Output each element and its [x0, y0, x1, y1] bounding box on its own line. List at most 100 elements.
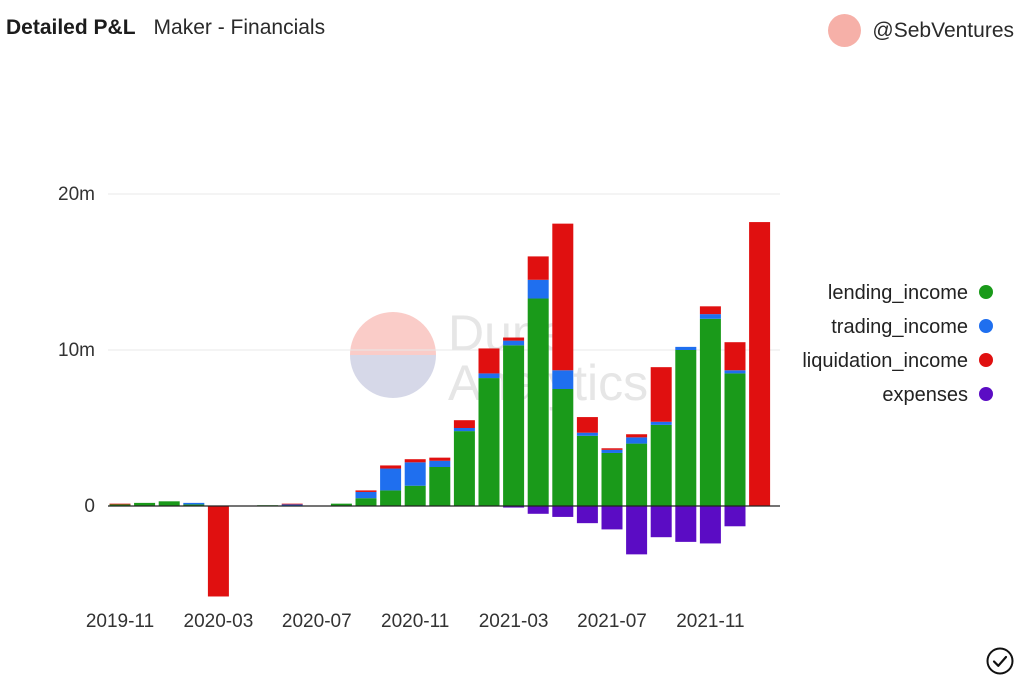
bar-segment-liquidation-income [527, 256, 549, 280]
x-tick-label: 2021-07 [577, 611, 647, 632]
bar-segment-liquidation-income [626, 434, 648, 438]
bar-segment-liquidation-income [207, 506, 229, 597]
bar-segment-liquidation-income [650, 367, 672, 422]
x-tick-label: 2020-03 [184, 611, 254, 632]
bar-segment-liquidation-income [355, 490, 377, 492]
x-tick-label: 2021-11 [676, 611, 744, 632]
bar-segment-lending-income [183, 504, 205, 506]
legend-item-lending-income[interactable]: lending_income [828, 282, 993, 304]
bar-segment-lending-income [699, 318, 721, 506]
bar-segment-trading-income [527, 279, 549, 299]
legend-swatch [979, 319, 993, 333]
bar-segment-lending-income [453, 431, 475, 506]
bar-segment-lending-income [478, 378, 500, 506]
bar-segment-lending-income [380, 490, 402, 506]
bar-segment-liquidation-income [404, 459, 426, 463]
legend-item-trading-income[interactable]: trading_income [831, 316, 993, 338]
bar-segment-lending-income [404, 485, 426, 506]
bar-segment-expenses [626, 506, 648, 555]
legend-swatch [979, 285, 993, 299]
legend-label: expenses [882, 384, 968, 406]
bar-segment-expenses [527, 506, 549, 514]
bar-segment-trading-income [380, 468, 402, 491]
bar-segment-liquidation-income [503, 337, 525, 341]
legend-item-expenses[interactable]: expenses [882, 384, 993, 406]
bar-segment-lending-income [330, 503, 352, 506]
y-tick-label: 10m [58, 340, 95, 361]
x-tick-label: 2021-03 [479, 611, 549, 632]
bars [109, 222, 771, 597]
legend-swatch [979, 387, 993, 401]
bar-segment-expenses [601, 506, 623, 530]
bar-segment-trading-income [724, 370, 746, 374]
bar-segment-lending-income [552, 389, 574, 506]
bar-segment-expenses [724, 506, 746, 527]
bar-segment-lending-income [650, 424, 672, 506]
bar-segment-trading-income [478, 373, 500, 379]
bar-segment-lending-income [109, 504, 131, 506]
watermark-logo-top [350, 312, 436, 355]
bar-segment-liquidation-income [601, 448, 623, 450]
bar-segment-lending-income [158, 501, 180, 506]
author-badge[interactable]: @SebVentures [828, 14, 1014, 47]
x-tick-label: 2019-11 [86, 611, 154, 632]
bar-segment-trading-income [552, 370, 574, 389]
bar-segment-liquidation-income [453, 420, 475, 428]
bar-segment-lending-income [527, 298, 549, 506]
bar-segment-liquidation-income [380, 465, 402, 469]
bar-segment-trading-income [650, 421, 672, 425]
chart-title: Detailed P&L [6, 16, 136, 39]
bar-segment-lending-income [429, 467, 451, 506]
bar-segment-liquidation-income [109, 503, 131, 505]
bar-segment-liquidation-income [429, 457, 451, 461]
bar-segment-liquidation-income [281, 503, 303, 505]
bar-segment-trading-income [429, 460, 451, 467]
bar-segment-expenses [503, 506, 525, 508]
x-tick-label: 2020-11 [381, 611, 449, 632]
bar-segment-trading-income [355, 491, 377, 499]
bar-segment-trading-income [601, 449, 623, 453]
bar-segment-trading-income [576, 432, 598, 436]
bar-segment-lending-income [134, 502, 156, 506]
bar-segment-trading-income [404, 462, 426, 486]
legend-clip-mask [969, 340, 977, 380]
bar-segment-lending-income [601, 452, 623, 506]
bar-segment-trading-income [626, 437, 648, 444]
bar-segment-liquidation-income [478, 348, 500, 374]
chart-header: Detailed P&L Maker - Financials [6, 16, 325, 48]
bar-segment-lending-income [355, 498, 377, 506]
bar-segment-expenses [576, 506, 598, 524]
bar-segment-liquidation-income [576, 417, 598, 433]
bar-segment-trading-income [281, 504, 303, 506]
bar-segment-expenses [699, 506, 721, 544]
bar-segment-lending-income [724, 373, 746, 506]
bar-segment-trading-income [675, 346, 697, 350]
check-circle-icon[interactable] [986, 647, 1014, 675]
bar-segment-lending-income [503, 345, 525, 506]
watermark-logo-bottom [350, 355, 436, 398]
avatar [828, 14, 862, 47]
bar-segment-lending-income [626, 443, 648, 506]
bar-segment-lending-income [576, 435, 598, 506]
y-tick-label: 0 [84, 496, 95, 517]
legend-swatch [979, 353, 993, 367]
bar-segment-expenses [650, 506, 672, 538]
y-tick-label: 20m [58, 184, 95, 205]
bar-segment-liquidation-income [749, 222, 771, 506]
bar-segment-trading-income [453, 428, 475, 432]
bar-segment-trading-income [699, 314, 721, 319]
bar-segment-trading-income [183, 502, 205, 505]
bar-segment-trading-income [503, 340, 525, 346]
chart-subtitle: Maker - Financials [153, 16, 326, 39]
legend-label: lending_income [828, 282, 968, 304]
bar-segment-expenses [552, 506, 574, 517]
author-name[interactable]: @SebVentures [872, 18, 1014, 42]
legend-item-liquidation-income[interactable]: liquidation_income [802, 350, 993, 372]
bar-segment-expenses [675, 506, 697, 542]
legend-label: liquidation_income [802, 350, 968, 372]
bar-segment-liquidation-income [552, 223, 574, 371]
x-tick-label: 2020-07 [282, 611, 352, 632]
bar-segment-liquidation-income [699, 306, 721, 315]
legend: lending_income trading_income liquidation_… [802, 282, 993, 406]
